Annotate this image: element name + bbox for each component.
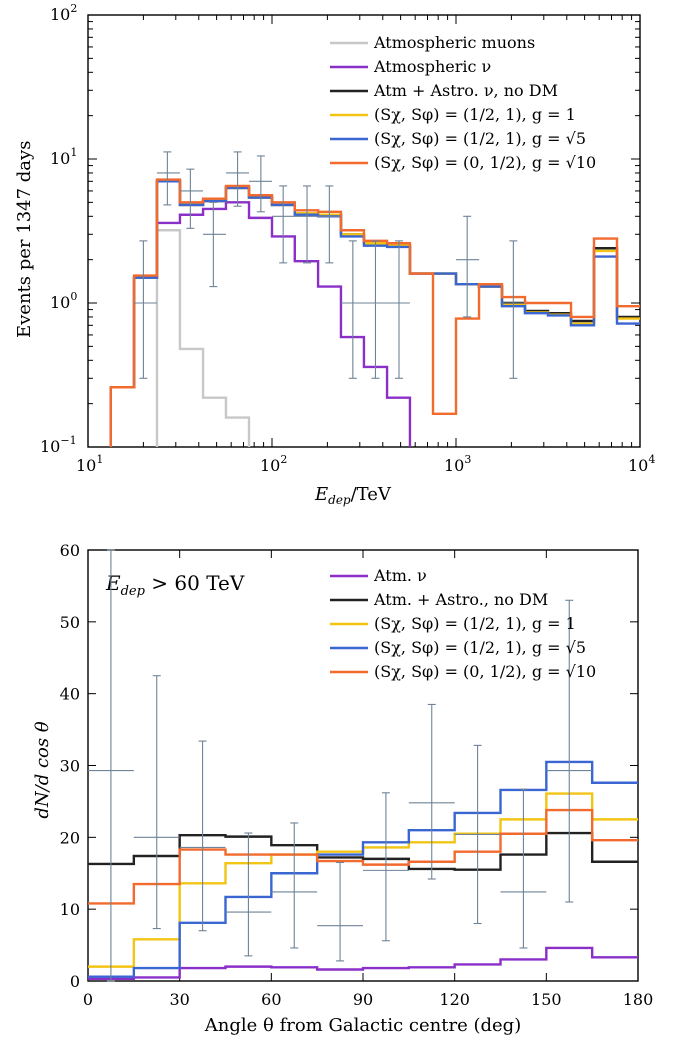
y-tick-label: 10 [60, 900, 80, 919]
angular-distribution-chart: 0 30 60 90 120 150 180 0 10 20 30 40 50 60 Angle θ fro… [32, 541, 653, 1036]
legend-label-atm_nu: Atm. ν [373, 566, 427, 585]
series-line-atm_nu [109, 201, 412, 447]
annotation-main: E [105, 571, 121, 595]
y-tick-exp: −1 [60, 434, 76, 447]
legend-label-g5: (Sχ, Sφ) = (1/2, 1), g = √5 [374, 638, 586, 657]
legend-label-atm_nu: Atmospheric ν [373, 57, 491, 76]
series-line-nodm [88, 831, 638, 871]
legend-label-g1: (Sχ, Sφ) = (1/2, 1), g = 1 [374, 614, 576, 633]
x-tick-label: 90 [353, 990, 373, 1009]
x-axis-label-unit: /TeV [351, 484, 392, 505]
series-line-g10 [88, 808, 638, 905]
x-tick-base: 10 [76, 456, 96, 475]
legend-label-g5: (Sχ, Sφ) = (1/2, 1), g = √5 [374, 129, 586, 148]
y-tick-exp: 2 [70, 2, 77, 15]
x-tick-base: 10 [260, 456, 280, 475]
x-tick-label: 60 [261, 990, 281, 1009]
x-tick-label: 104 [628, 453, 655, 475]
x-tick-label: 120 [439, 990, 470, 1009]
legend-label-muons: Atmospheric muons [373, 33, 535, 52]
x-axis-label: Edep/TeV [314, 484, 392, 507]
x-tick-label: 0 [83, 990, 93, 1009]
y-axis-label: Events per 1347 days [14, 141, 35, 338]
y-tick-label: 100 [50, 290, 77, 312]
x-tick-base: 10 [444, 456, 464, 475]
series-group [109, 178, 640, 447]
series-line-g10 [109, 178, 640, 447]
x-tick-label: 30 [169, 990, 189, 1009]
x-tick-exp: 3 [464, 453, 471, 466]
y-tick-exp: 1 [70, 146, 77, 159]
x-tick-label: 102 [260, 453, 287, 475]
series-line-g5 [109, 180, 640, 447]
x-tick-exp: 2 [280, 453, 287, 466]
series-line-g5 [88, 760, 638, 978]
y-tick-label: 10−1 [40, 434, 77, 456]
y-tick-exp: 0 [70, 290, 77, 303]
legend-label-g10: (Sχ, Sφ) = (0, 1/2), g = √10 [374, 662, 596, 681]
y-tick-label: 30 [60, 757, 80, 776]
energy-cut-annotation: Edep > 60 TeV [105, 571, 245, 599]
y-tick-label: 20 [60, 828, 80, 847]
legend-label-g10: (Sχ, Sφ) = (0, 1/2), g = √10 [374, 153, 596, 172]
y-tick-label: 50 [60, 613, 80, 632]
x-axis-label-main: E [314, 484, 328, 505]
x-tick-label: 101 [76, 453, 103, 475]
series-line-g1 [88, 792, 638, 968]
y-tick-label: 102 [50, 2, 77, 24]
legend-label-nodm: Atm + Astro. ν, no DM [373, 81, 558, 100]
y-tick-base: 10 [50, 5, 70, 24]
x-tick-exp: 4 [648, 453, 655, 466]
series-line-atm_nu [88, 946, 638, 981]
legend: Atmospheric muons Atmospheric ν Atm + Astr… [330, 33, 596, 172]
x-axis-label: Angle θ from Galactic centre (deg) [204, 1015, 521, 1036]
energy-spectrum-chart: 101 102 103 10410−1100101102Edep/TeVEvents … [14, 2, 655, 507]
y-tick-base: 10 [40, 437, 60, 456]
x-tick-base: 10 [628, 456, 648, 475]
plot-frame [87, 14, 641, 448]
legend: Atm. ν Atm. + Astro., no DM (Sχ, Sφ) = (1/… [330, 566, 596, 681]
x-axis-label-sub: dep [328, 493, 351, 507]
legend-label-nodm: Atm. + Astro., no DM [373, 590, 548, 609]
y-tick-label: 40 [60, 685, 80, 704]
y-tick-label: 101 [50, 146, 77, 168]
annotation-rest: > 60 TeV [145, 571, 245, 595]
x-tick-label: 150 [531, 990, 562, 1009]
y-tick-label: 60 [60, 541, 80, 560]
y-tick-base: 10 [50, 293, 70, 312]
legend-label-g1: (Sχ, Sφ) = (1/2, 1), g = 1 [374, 105, 576, 124]
y-tick-base: 10 [50, 149, 70, 168]
series-line-muons [155, 229, 251, 447]
x-tick-label: 103 [444, 453, 471, 475]
x-tick-exp: 1 [96, 453, 103, 466]
y-tick-label: 0 [70, 972, 80, 991]
x-tick-label: 180 [623, 990, 654, 1009]
y-axis-label: dN/d cos θ [32, 721, 53, 818]
annotation-sub: dep [121, 584, 146, 599]
